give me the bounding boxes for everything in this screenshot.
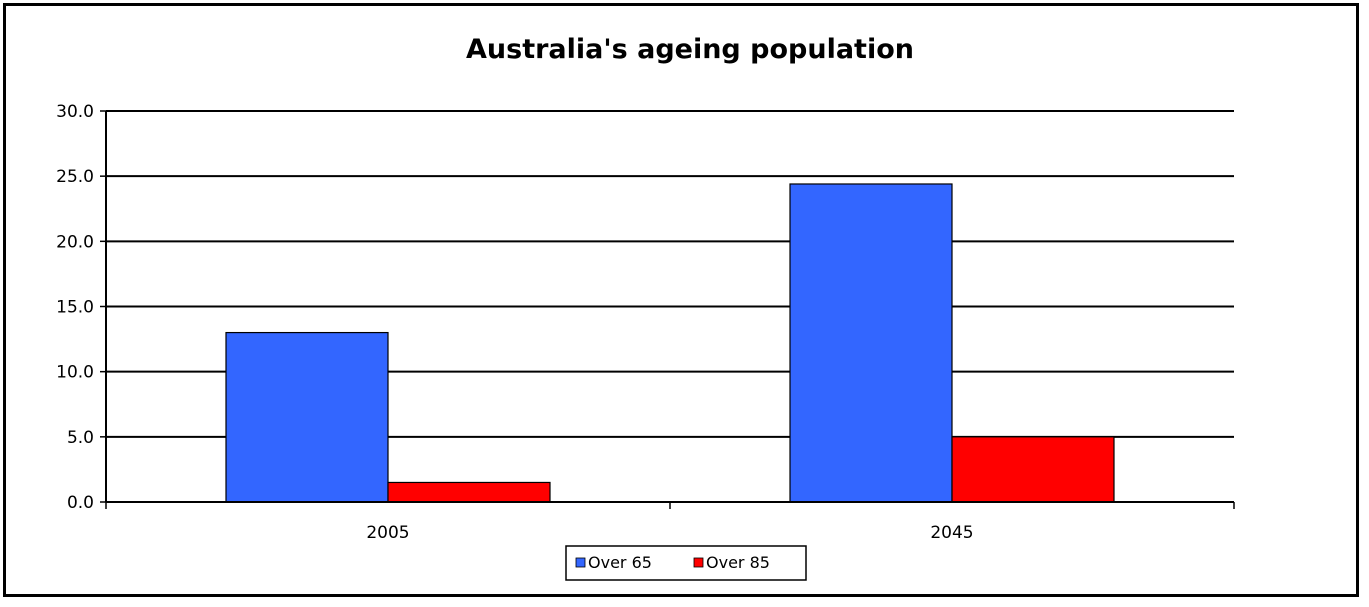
bar-over-85-2045 <box>951 436 1115 503</box>
legend-swatch <box>575 557 586 568</box>
bar-over-65-2045 <box>789 183 953 503</box>
chart-title: Australia's ageing population <box>466 34 914 65</box>
y-tick-label: 10.0 <box>56 363 94 383</box>
y-tick-label: 20.0 <box>56 232 94 252</box>
axes: 0.0 5.0 10.0 15.0 20.0 25.0 30.0 2005 2045 <box>56 102 1235 543</box>
y-tick-label: 0.0 <box>67 493 94 513</box>
legend: Over 65 Over 85 <box>565 545 807 581</box>
bars <box>225 183 1115 503</box>
y-tick-label: 30.0 <box>56 102 94 122</box>
legend-box <box>565 545 807 581</box>
x-category-label: 2005 <box>366 523 409 543</box>
y-tick-label: 15.0 <box>56 298 94 318</box>
bar-over-85-2005 <box>387 481 551 503</box>
x-category-label: 2045 <box>930 523 973 543</box>
bar-over-65-2005 <box>225 331 389 503</box>
legend-swatch <box>693 557 704 568</box>
legend-label: Over 85 <box>706 553 770 572</box>
y-tick-label: 25.0 <box>56 167 94 187</box>
legend-label: Over 65 <box>588 553 652 572</box>
y-tick-label: 5.0 <box>67 428 94 448</box>
